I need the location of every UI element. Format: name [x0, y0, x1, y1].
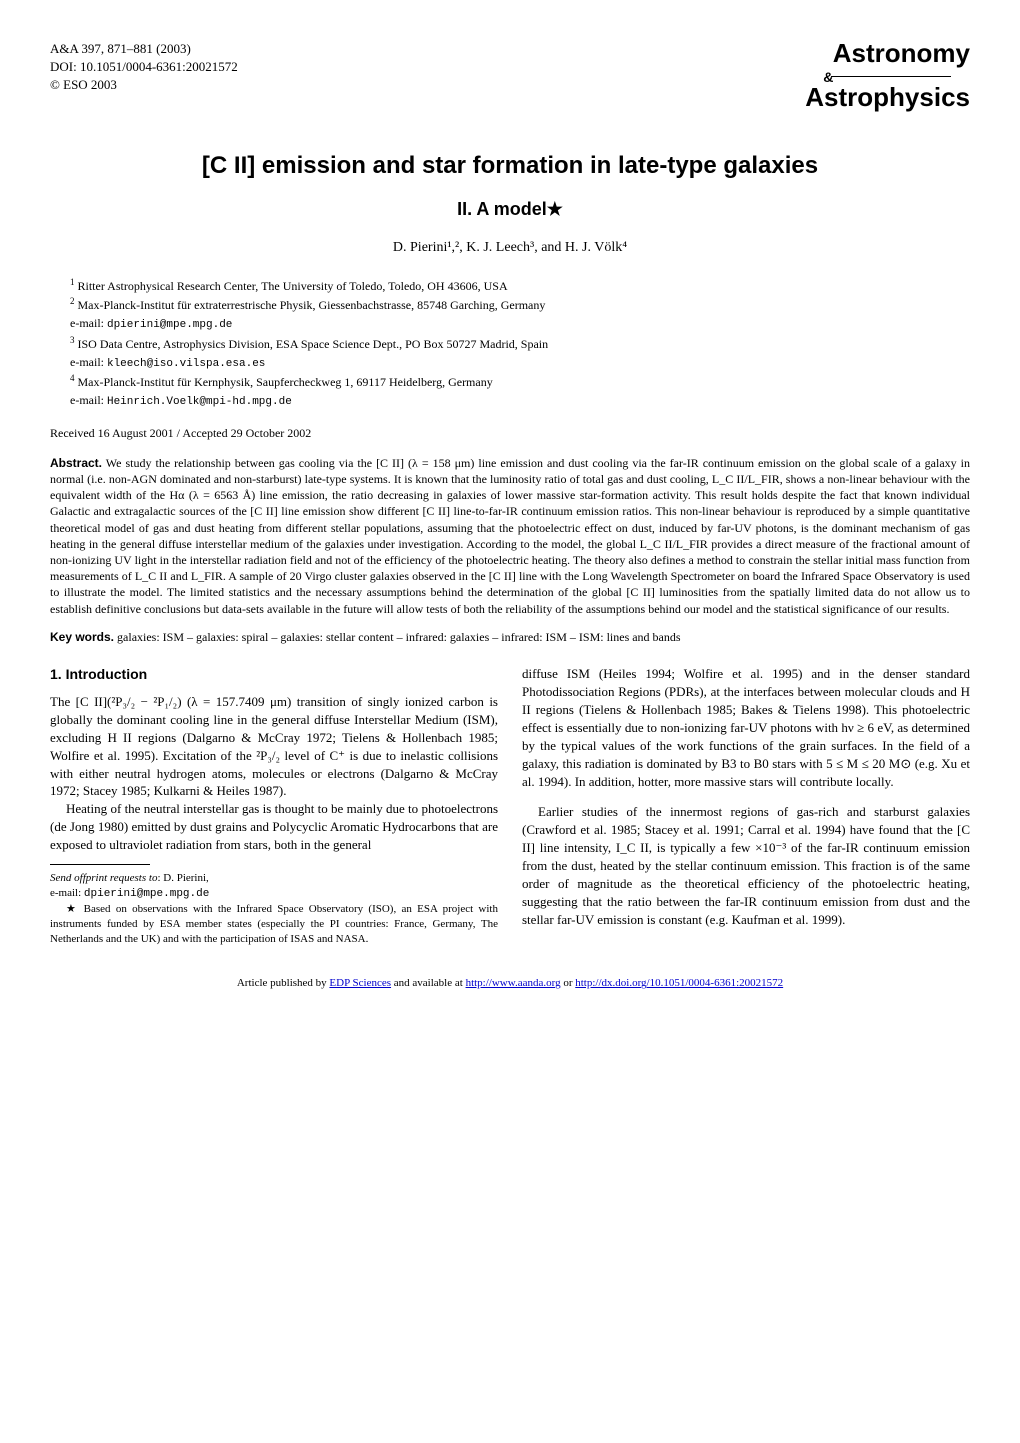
journal-name-line1: Astronomy: [805, 40, 970, 66]
intro-paragraph-4: Earlier studies of the innermost regions…: [522, 803, 970, 929]
intro-paragraph-3: diffuse ISM (Heiles 1994; Wolfire et al.…: [522, 665, 970, 791]
journal-logo: Astronomy & Astrophysics: [805, 40, 970, 110]
affiliations-block: 1 Ritter Astrophysical Research Center, …: [70, 276, 970, 411]
received-accepted-dates: Received 16 August 2001 / Accepted 29 Oc…: [50, 425, 970, 441]
journal-rule: [831, 76, 951, 77]
footnote-offprint: Send offprint requests to: D. Pierini, e…: [50, 871, 498, 902]
page-header: A&A 397, 871–881 (2003) DOI: 10.1051/000…: [50, 40, 970, 110]
abstract-block: Abstract. We study the relationship betw…: [50, 455, 970, 617]
footnote-observations: ★ Based on observations with the Infrare…: [50, 902, 498, 947]
affiliation-1: 1 Ritter Astrophysical Research Center, …: [70, 276, 970, 295]
citation-block: A&A 397, 871–881 (2003) DOI: 10.1051/000…: [50, 40, 238, 95]
keywords-label: Key words.: [50, 630, 114, 644]
paper-title: [C II] emission and star formation in la…: [50, 150, 970, 182]
footer-mid: and available at: [391, 977, 466, 989]
footnote-separator: [50, 864, 150, 865]
keywords-block: Key words. galaxies: ISM – galaxies: spi…: [50, 629, 970, 646]
citation-line: A&A 397, 871–881 (2003): [50, 40, 238, 58]
abstract-label: Abstract.: [50, 456, 102, 470]
journal-name-line2: Astrophysics: [805, 84, 970, 110]
affiliation-4: 4 Max-Planck-Institut für Kernphysik, Sa…: [70, 372, 970, 411]
abstract-text: We study the relationship between gas co…: [50, 456, 970, 616]
keywords-text: galaxies: ISM – galaxies: spiral – galax…: [117, 630, 681, 644]
intro-paragraph-2: Heating of the neutral interstellar gas …: [50, 800, 498, 854]
footer-link-doi[interactable]: http://dx.doi.org/10.1051/0004-6361:2002…: [575, 977, 783, 989]
journal-ampersand: &: [823, 70, 833, 84]
footer-link-aanda[interactable]: http://www.aanda.org: [466, 977, 561, 989]
affiliation-3: 3 ISO Data Centre, Astrophysics Division…: [70, 334, 970, 373]
left-column: 1. Introduction The [C II](²P₃/₂ − ²P₁/₂…: [50, 665, 498, 946]
footer-link-edp[interactable]: EDP Sciences: [329, 977, 391, 989]
copyright-line: © ESO 2003: [50, 76, 238, 94]
body-columns: 1. Introduction The [C II](²P₃/₂ − ²P₁/₂…: [50, 665, 970, 946]
paper-subtitle: II. A model★: [50, 197, 970, 221]
footer-or: or: [561, 977, 576, 989]
footer-prefix: Article published by: [237, 977, 330, 989]
affiliation-2: 2 Max-Planck-Institut für extraterrestri…: [70, 295, 970, 334]
author-list: D. Pierini¹,², K. J. Leech³, and H. J. V…: [50, 239, 970, 258]
doi-line: DOI: 10.1051/0004-6361:20021572: [50, 58, 238, 76]
page-footer: Article published by EDP Sciences and av…: [50, 976, 970, 991]
right-column: diffuse ISM (Heiles 1994; Wolfire et al.…: [522, 665, 970, 946]
intro-paragraph-1: The [C II](²P₃/₂ − ²P₁/₂) (λ = 157.7409 …: [50, 693, 498, 801]
section-1-title: 1. Introduction: [50, 665, 498, 684]
